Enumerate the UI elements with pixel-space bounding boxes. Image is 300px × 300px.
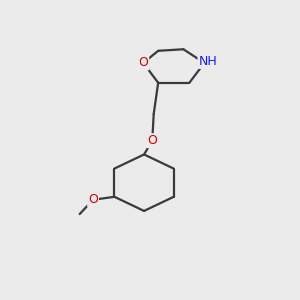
Text: O: O [138, 56, 148, 69]
Text: O: O [88, 193, 98, 206]
Text: NH: NH [199, 55, 217, 68]
Text: O: O [147, 134, 157, 147]
